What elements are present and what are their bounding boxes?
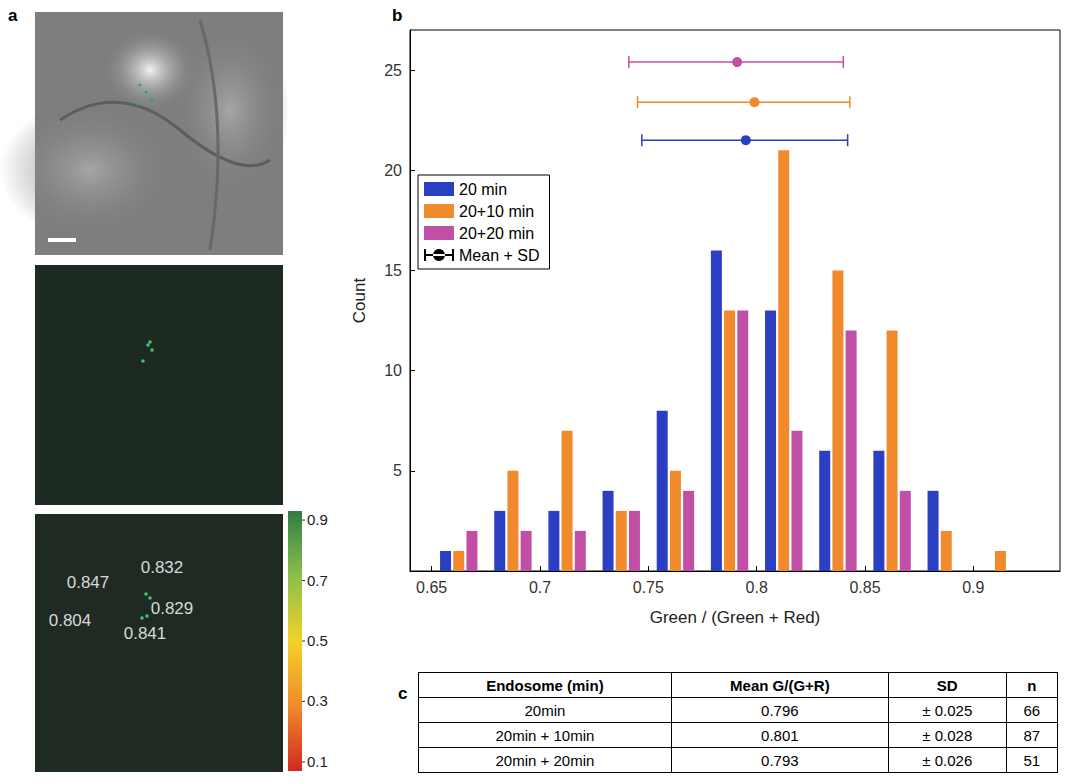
html-text:± 0.026: ± 0.026	[922, 751, 973, 769]
svg-text:Green / (Green + Red): Green / (Green + Red)	[650, 608, 821, 627]
html-text:51: 51	[1023, 751, 1041, 769]
html-text:n: n	[1027, 676, 1037, 694]
svg-text:0.847: 0.847	[67, 573, 110, 592]
svg-text:0.7: 0.7	[529, 579, 551, 596]
html-text:c: c	[398, 684, 408, 703]
svg-text:Count: Count	[350, 278, 369, 324]
html-text:20min + 20min: 20min + 20min	[495, 751, 595, 769]
html-text:± 0.028: ± 0.028	[922, 726, 973, 744]
svg-text:5: 5	[393, 462, 402, 479]
html-text:Endosome (min): Endosome (min)	[486, 676, 604, 694]
svg-text:25: 25	[384, 62, 402, 79]
svg-text:0.9: 0.9	[962, 579, 984, 596]
svg-text:0.65: 0.65	[416, 579, 447, 596]
svg-text:20+10 min: 20+10 min	[459, 203, 534, 220]
html-text:20min + 10min: 20min + 10min	[495, 726, 595, 744]
svg-text:20: 20	[384, 162, 402, 179]
html-text:± 0.025: ± 0.025	[922, 701, 973, 719]
svg-text:0.5: 0.5	[307, 632, 328, 649]
svg-text:Mean + SD: Mean + SD	[459, 247, 539, 264]
svg-text:10: 10	[384, 362, 402, 379]
html-text:66: 66	[1023, 701, 1041, 719]
html-text:20min: 20min	[524, 701, 566, 719]
svg-text:15: 15	[384, 262, 402, 279]
svg-text:0.1: 0.1	[307, 753, 328, 770]
svg-text:0.7: 0.7	[307, 572, 328, 589]
html-text:Mean G/(G+R): Mean G/(G+R)	[730, 676, 830, 694]
html-text:SD: SD	[936, 676, 958, 694]
svg-text:0.841: 0.841	[124, 624, 167, 643]
html-text:0.796: 0.796	[761, 701, 799, 719]
svg-text:20 min: 20 min	[459, 181, 507, 198]
svg-text:0.829: 0.829	[151, 599, 194, 618]
svg-text:0.832: 0.832	[141, 558, 184, 577]
svg-text:20+20 min: 20+20 min	[459, 225, 534, 242]
svg-text:0.85: 0.85	[849, 579, 880, 596]
svg-text:0.9: 0.9	[307, 511, 328, 528]
html-text:0.801: 0.801	[761, 726, 799, 744]
svg-text:0.804: 0.804	[49, 611, 92, 630]
svg-text:0.75: 0.75	[633, 579, 664, 596]
html-text:0.793: 0.793	[761, 751, 799, 769]
svg-text:0.8: 0.8	[746, 579, 768, 596]
html-text:87: 87	[1023, 726, 1041, 744]
html-text:a: a	[8, 6, 18, 25]
html-text:b: b	[392, 6, 403, 25]
svg-text:0.3: 0.3	[307, 692, 328, 709]
